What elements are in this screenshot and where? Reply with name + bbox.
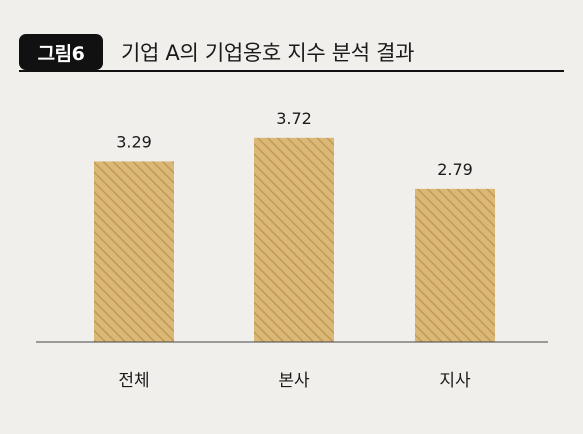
bar-2: [254, 137, 334, 342]
value-label-3: 2.79: [437, 160, 473, 179]
value-label-2: 3.72: [276, 109, 312, 128]
bar-3: [415, 188, 495, 342]
chart-title: 기업 A의 기업옹호 지수 분석 결과: [121, 41, 415, 65]
category-label-3: 지사: [439, 371, 471, 391]
bar-1: [94, 161, 174, 342]
category-label-2: 본사: [278, 371, 310, 391]
category-label-1: 전체: [118, 371, 149, 391]
bars-layer: [94, 137, 495, 342]
value-label-1: 3.29: [116, 132, 152, 151]
labels-layer: 3.29 전체 3.72 본사 2.79 지사: [116, 109, 473, 391]
title-underline: [19, 70, 564, 72]
figure-number-badge: 그림6: [19, 34, 103, 70]
